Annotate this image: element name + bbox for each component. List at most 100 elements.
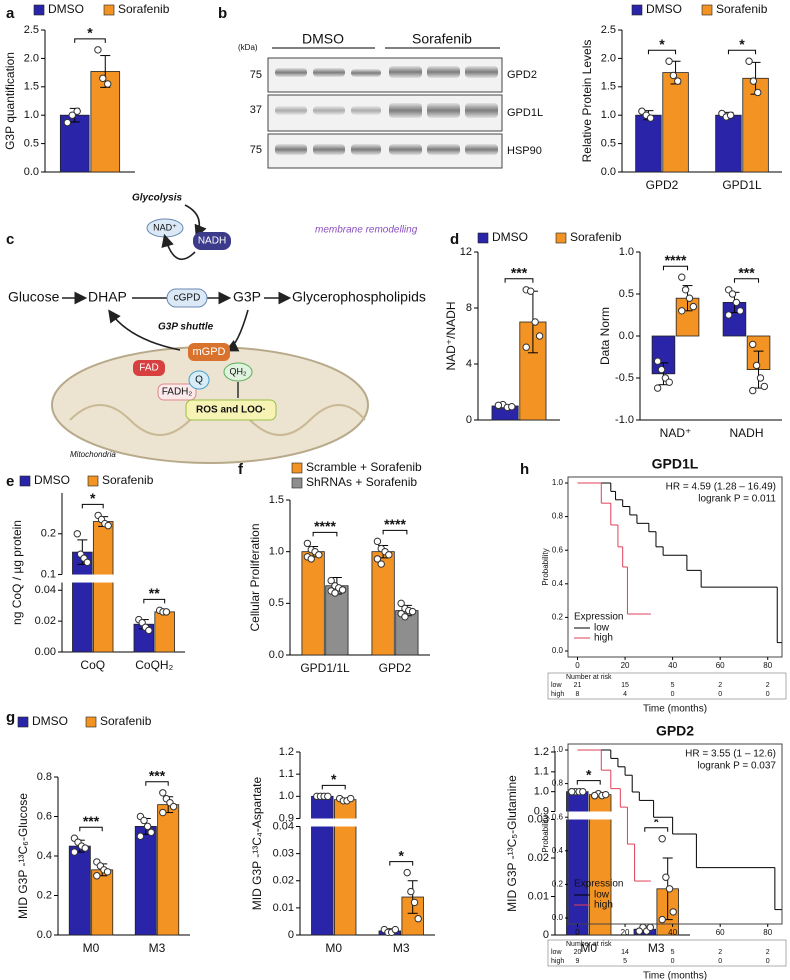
legend-label: Sorafenib — [570, 230, 622, 244]
significance-label: **** — [314, 518, 336, 534]
bar — [134, 825, 157, 936]
y-tick-label: 0.1 — [41, 568, 56, 580]
y-axis-label: G3P quantification — [3, 52, 17, 150]
bar — [72, 551, 93, 653]
y-tick-label: 0.04 — [273, 820, 294, 832]
y-tick-label: 0.9 — [534, 805, 549, 817]
data-point — [63, 118, 72, 127]
data-point — [752, 361, 761, 370]
data-point — [745, 57, 753, 65]
arrow — [225, 309, 249, 352]
bar — [90, 71, 121, 173]
x-tick-label: CoQ — [80, 658, 105, 672]
x-axis-label: Time (months) — [643, 971, 707, 980]
y-tick-label: 0.4 — [552, 579, 564, 588]
protein-label: HSP90 — [507, 145, 542, 157]
y-tick-label: 0.0 — [552, 646, 564, 655]
bar — [157, 804, 180, 936]
data-point — [103, 868, 112, 876]
y-axis-label: Data Norm — [598, 307, 612, 365]
data-point — [749, 340, 757, 349]
significance-label: *** — [149, 768, 166, 784]
legend-label: DMSO — [492, 230, 528, 244]
y-tick-label: 8 — [466, 302, 472, 314]
y-tick-label: 0.5 — [601, 138, 616, 150]
x-tick-label: 60 — [716, 661, 725, 670]
y-tick-label: 0.4 — [37, 850, 52, 862]
risk-value: 4 — [623, 691, 627, 698]
data-point — [653, 357, 662, 365]
data-point — [658, 915, 666, 924]
data-point — [635, 927, 643, 935]
y-axis-label: Relative Protein Levels — [580, 40, 594, 163]
y-tick-label: 12 — [460, 246, 472, 258]
data-point — [307, 555, 315, 563]
risk-title: Number at risk — [566, 941, 612, 948]
y-tick-label: 1.2 — [534, 746, 549, 758]
y-tick-label: 0.2 — [37, 889, 52, 901]
y-tick-label: 0.5 — [619, 288, 634, 300]
significance-bracket — [662, 265, 689, 271]
data-point — [147, 828, 155, 836]
bar — [68, 845, 91, 936]
panel-label: b — [218, 5, 227, 22]
western-blot: (kDa) 75 37 75 DMSO Sorafenib GPD2 GPD1L… — [238, 31, 543, 169]
y-tick-label: 0.2 — [552, 613, 564, 622]
y-tick-label: 0 — [288, 929, 294, 941]
legend-label: ShRNAs + Sorafenib — [306, 475, 417, 489]
y-tick-label: 0 — [543, 929, 549, 941]
risk-title: Number at risk — [566, 674, 612, 681]
y-tick-label: 2.5 — [24, 24, 39, 36]
data-point — [303, 539, 312, 548]
risk-table — [547, 672, 787, 700]
x-tick-label: 40 — [668, 661, 677, 670]
protein-label: GPD2 — [507, 69, 537, 81]
data-point — [94, 46, 102, 54]
legend-label: DMSO — [32, 714, 68, 728]
y-tick-label: 1.1 — [279, 768, 294, 780]
cgpd-label: cGPD — [174, 293, 201, 304]
risk-value: 0 — [766, 958, 770, 965]
risk-value: 2 — [718, 682, 722, 689]
data-point — [403, 868, 411, 877]
data-point — [760, 382, 769, 391]
nadh-node — [193, 232, 231, 250]
kda-label: (kDa) — [238, 43, 258, 52]
panel-labels: a b c d e f g h — [6, 5, 529, 726]
y-tick-label: 1.0 — [552, 478, 564, 487]
data-point — [579, 787, 587, 796]
axis-break — [556, 811, 691, 820]
data-point — [749, 386, 757, 395]
data-point — [669, 71, 678, 80]
data-point — [678, 273, 686, 281]
risk-value: 20 — [574, 949, 582, 956]
annotation: HR = 3.55 (1 – 12.6) — [685, 749, 776, 760]
gpl-label: Glycerophospholipids — [292, 289, 426, 305]
y-tick-label: 0.01 — [273, 902, 294, 914]
y-tick-label: 0.00 — [35, 646, 56, 658]
risk-value: 0 — [718, 958, 722, 965]
y-tick-label: 0.0 — [601, 166, 616, 178]
y-tick-label: 0.02 — [35, 615, 56, 627]
legend-label: DMSO — [34, 473, 70, 487]
y-tick-label: 0.4 — [552, 846, 564, 855]
y-tick-label: -1.0 — [615, 414, 634, 426]
group-label: Sorafenib — [412, 31, 472, 47]
x-tick-label: 80 — [763, 661, 772, 670]
y-tick-label: 0.2 — [552, 880, 564, 889]
legend-label: DMSO — [48, 2, 84, 16]
risk-value: 0 — [671, 958, 675, 965]
legend-swatch — [85, 716, 97, 728]
blot-strip — [267, 94, 503, 132]
data-point — [736, 307, 744, 315]
y-tick-label: 0.02 — [273, 875, 294, 887]
bar — [154, 611, 175, 653]
legend-label: high — [594, 633, 613, 644]
x-tick-label: NADH — [729, 426, 763, 440]
data-point — [590, 791, 599, 800]
dhap-label: DHAP — [88, 289, 127, 305]
legend-label: DMSO — [646, 2, 682, 16]
y-tick-label: 0.03 — [273, 848, 294, 860]
y-tick-label: 0.6 — [552, 812, 564, 821]
